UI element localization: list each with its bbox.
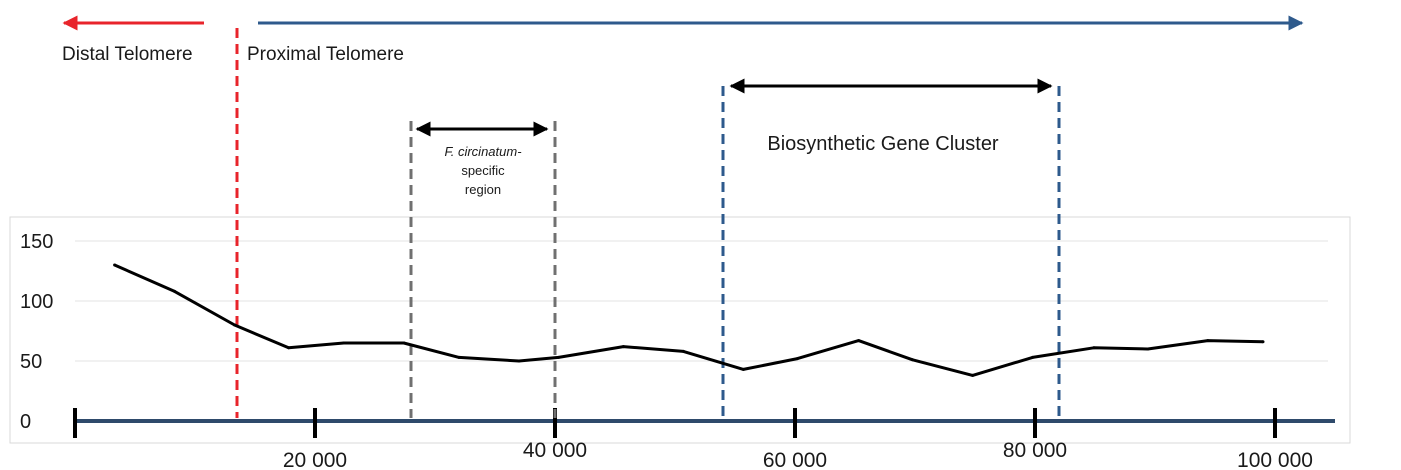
plot-frame xyxy=(9,216,1351,444)
data-point xyxy=(342,341,346,345)
proximal-label: Proximal Telomere xyxy=(247,44,404,65)
data-point xyxy=(1146,347,1150,351)
y-tick-label: 100 xyxy=(20,291,53,313)
x-axis: 20 000 40 000 60 000 80 000 100 000 xyxy=(73,408,1335,470)
data-point xyxy=(1261,340,1265,344)
region-label-line2: specific xyxy=(461,163,505,178)
x-tick-label: 100 000 xyxy=(1237,449,1313,470)
distal-label: Distal Telomere xyxy=(62,44,193,65)
y-tick-label: 0 xyxy=(20,411,31,433)
data-point xyxy=(287,346,291,350)
data-point xyxy=(173,289,177,293)
cluster-label: Biosynthetic Gene Cluster xyxy=(767,133,999,155)
data-point xyxy=(857,339,861,343)
data-point xyxy=(517,359,521,363)
series xyxy=(113,263,1265,377)
data-point xyxy=(621,345,625,349)
gridlines xyxy=(75,240,1328,362)
data-point xyxy=(911,358,915,362)
x-tick-label: 20 000 xyxy=(283,449,347,470)
x-tick-label: 40 000 xyxy=(523,439,587,462)
data-point xyxy=(1206,339,1210,343)
data-point xyxy=(971,373,975,377)
y-tick-label: 150 xyxy=(20,231,53,253)
x-tick-label: 60 000 xyxy=(763,449,827,470)
data-point xyxy=(233,323,237,327)
data-point xyxy=(681,349,685,353)
x-tick-label: 80 000 xyxy=(1003,439,1067,462)
data-point xyxy=(457,355,461,359)
region-label-line3: region xyxy=(465,182,501,197)
data-point xyxy=(741,367,745,371)
y-tick-label: 50 xyxy=(20,351,42,373)
data-point xyxy=(795,357,799,361)
data-point xyxy=(402,341,406,345)
region-label-line1: F. circinatum- xyxy=(444,144,522,159)
data-point xyxy=(1031,355,1035,359)
y-tick-labels: 0 50 100 150 xyxy=(20,231,53,433)
data-point xyxy=(1092,346,1096,350)
data-point xyxy=(113,263,117,267)
data-point xyxy=(557,355,561,359)
